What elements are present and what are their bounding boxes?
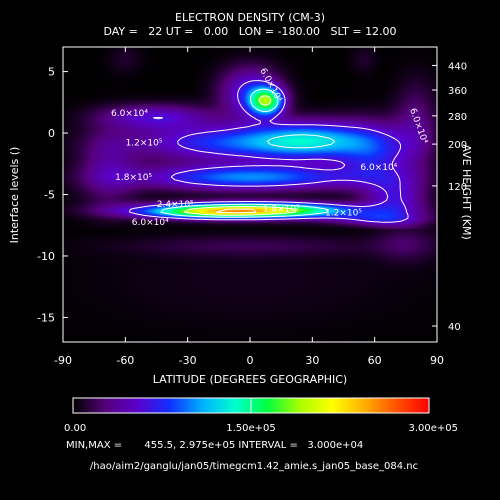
y2-tick-label: 120	[448, 182, 467, 193]
contour-label: 6.0×10⁴	[111, 109, 148, 119]
x-axis: -90 -60 -30 0 30 60 90	[54, 47, 444, 367]
y2-tick-label: 440	[448, 61, 467, 72]
colorbar-tick-label: 1.50e+05	[226, 423, 276, 434]
plot-area: 6.0×10⁴ 1.2×10⁵ 1.8×10⁵ 2.4×10⁵ 6.0×10⁴ 6.0×1…	[62, 46, 438, 343]
contour-line	[215, 208, 257, 214]
y2-axis-label: AVE HEIGHT (KM)	[460, 144, 473, 240]
x-tick-label: 0	[247, 354, 254, 367]
y-axis-label: Interface levels ()	[8, 147, 21, 244]
colorbar-tick-label: 3.00e+05	[408, 423, 458, 434]
contour-label: 1.2×10⁵	[126, 138, 163, 148]
contour-label: 1.2×10⁵	[325, 208, 362, 218]
x-tick-label: 30	[305, 354, 319, 367]
y-tick-label: -10	[37, 250, 55, 263]
contour-line	[160, 88, 335, 218]
contour-label: 1.8×10⁵	[263, 205, 300, 215]
colorbar-tick-label: 0.00	[64, 423, 86, 434]
y2-tick-label: 280	[448, 112, 467, 123]
colorbar-tick-labels: 0.00 1.50e+05 3.00e+05	[64, 423, 458, 434]
x-tick-label: 90	[430, 354, 444, 367]
minmax-interval-text: MIN,MAX = 455.5, 2.975e+05 INTERVAL = 3.…	[66, 440, 363, 451]
y-tick-label: 0	[48, 127, 55, 140]
contour-label: 1.8×10⁵	[115, 173, 152, 183]
chart-title: ELECTRON DENSITY (CM-3)	[175, 11, 325, 24]
contour-line	[183, 95, 298, 216]
x-tick-label: 60	[368, 354, 382, 367]
contour-label: 6.0×10⁴	[360, 163, 397, 173]
x-axis-label: LATITUDE (DEGREES GEOGRAPHIC)	[153, 373, 347, 386]
colorbar: 0.00 1.50e+05 3.00e+05	[64, 397, 458, 434]
y-tick-label: -5	[44, 189, 55, 202]
chart-subtitle: DAY = 22 UT = 0.00 LON = -180.00 SLT = 1…	[103, 25, 396, 38]
density-heatmap	[63, 47, 437, 342]
x-tick-label: -60	[116, 354, 134, 367]
y2-tick-label: 200	[448, 140, 467, 151]
y-axis: -15 -10 -5 0 5	[37, 66, 68, 324]
density-field	[63, 47, 437, 342]
contour-label: 2.4×10⁵	[157, 200, 194, 210]
y-tick-label: -15	[37, 311, 55, 324]
y-tick-label: 5	[48, 66, 55, 79]
contour-lines	[129, 80, 409, 223]
y2-tick-label: 360	[448, 86, 467, 97]
contour-label: 6.0×10⁴	[132, 218, 169, 228]
file-path-text: /hao/aim2/ganglu/jan05/timegcm1.42_amie.…	[90, 461, 418, 472]
y2-tick-label: 40	[448, 322, 461, 333]
x-tick-label: -30	[179, 354, 197, 367]
contour-line	[129, 80, 409, 223]
x-tick-label: -90	[54, 354, 72, 367]
y2-axis: 440 360 280 200 120 40	[432, 61, 467, 333]
